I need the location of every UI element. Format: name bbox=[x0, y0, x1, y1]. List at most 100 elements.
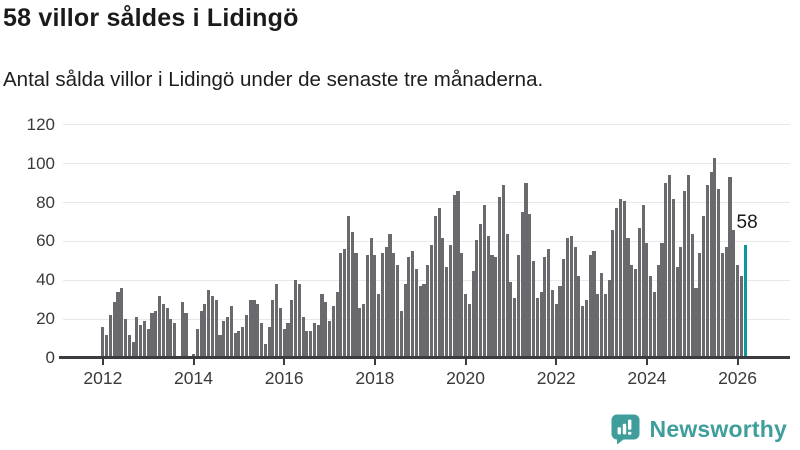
bar bbox=[592, 251, 596, 358]
bar bbox=[120, 288, 124, 358]
bar bbox=[339, 253, 343, 358]
bar bbox=[388, 233, 392, 358]
bar bbox=[622, 200, 626, 358]
bar bbox=[286, 323, 290, 358]
bar bbox=[301, 317, 305, 358]
bar bbox=[233, 332, 237, 358]
bar bbox=[736, 264, 740, 358]
bar bbox=[509, 282, 513, 358]
x-axis-label-2016: 2016 bbox=[264, 368, 304, 388]
bar bbox=[686, 175, 690, 358]
bar bbox=[293, 280, 298, 358]
bar bbox=[214, 299, 218, 358]
bar bbox=[501, 185, 505, 358]
bar bbox=[135, 317, 139, 358]
x-tick-2024 bbox=[645, 359, 648, 365]
bar bbox=[615, 208, 619, 358]
bar bbox=[275, 284, 279, 358]
y-axis-label-120: 120 bbox=[26, 114, 55, 134]
bar bbox=[637, 227, 641, 358]
bar bbox=[112, 301, 116, 358]
bar bbox=[139, 324, 143, 358]
y-axis-label-100: 100 bbox=[26, 153, 55, 173]
x-tick-2016 bbox=[283, 359, 286, 365]
bar bbox=[369, 237, 373, 358]
bar bbox=[437, 208, 441, 358]
bar bbox=[433, 216, 437, 358]
bar bbox=[108, 315, 112, 358]
bar bbox=[150, 313, 154, 358]
bar bbox=[524, 183, 528, 358]
bar bbox=[573, 247, 577, 358]
bar bbox=[505, 233, 509, 358]
bar bbox=[173, 323, 177, 358]
bar bbox=[698, 253, 702, 358]
bar bbox=[101, 326, 105, 358]
bar bbox=[471, 270, 475, 358]
bar bbox=[720, 253, 724, 358]
bar bbox=[652, 291, 656, 358]
bar bbox=[327, 321, 332, 358]
bar bbox=[584, 299, 588, 358]
bar bbox=[565, 237, 570, 358]
bar bbox=[403, 284, 407, 358]
bar bbox=[490, 255, 494, 358]
y-axis-label-80: 80 bbox=[36, 192, 55, 212]
bar bbox=[290, 299, 294, 358]
bar bbox=[441, 237, 445, 358]
bar bbox=[618, 198, 622, 358]
bar bbox=[664, 183, 668, 358]
y-axis-label-60: 60 bbox=[36, 231, 55, 251]
bar bbox=[335, 291, 339, 358]
bar bbox=[297, 284, 301, 358]
bar bbox=[630, 264, 634, 358]
bar bbox=[520, 212, 524, 358]
bar bbox=[418, 286, 422, 358]
bar bbox=[237, 330, 241, 358]
bar bbox=[377, 293, 381, 358]
bar bbox=[739, 276, 743, 358]
bar bbox=[312, 323, 316, 358]
bar bbox=[494, 257, 498, 358]
bar bbox=[259, 323, 264, 358]
bar bbox=[399, 311, 403, 358]
newsworthy-logo-icon bbox=[610, 413, 641, 445]
bar bbox=[305, 330, 309, 358]
bar bbox=[599, 272, 604, 358]
x-axis-label-2012: 2012 bbox=[83, 368, 123, 388]
bar bbox=[482, 204, 486, 358]
gridline-120 bbox=[63, 124, 790, 126]
bar bbox=[365, 255, 369, 358]
bar bbox=[547, 249, 551, 358]
bar bbox=[694, 288, 698, 358]
bar bbox=[717, 189, 721, 358]
bar bbox=[320, 293, 324, 358]
bar bbox=[373, 255, 377, 358]
y-axis-label-20: 20 bbox=[36, 309, 55, 329]
bar bbox=[641, 204, 645, 358]
bar bbox=[191, 354, 196, 358]
bar bbox=[581, 305, 585, 358]
bar bbox=[713, 158, 717, 358]
bar bbox=[422, 284, 426, 358]
y-axis-label-40: 40 bbox=[36, 270, 55, 290]
bar bbox=[154, 311, 158, 358]
bar bbox=[724, 247, 728, 358]
bar bbox=[675, 266, 679, 358]
x-tick-2018 bbox=[373, 359, 376, 365]
bar bbox=[607, 280, 611, 358]
bar bbox=[558, 286, 562, 358]
bar bbox=[645, 243, 649, 358]
newsworthy-branding-link[interactable]: Newsworthy bbox=[610, 413, 787, 445]
bar bbox=[516, 255, 520, 358]
bar bbox=[475, 239, 479, 358]
x-tick-2026 bbox=[736, 359, 739, 365]
bar bbox=[271, 299, 275, 358]
bar bbox=[361, 303, 366, 358]
bar bbox=[346, 216, 350, 358]
bar bbox=[660, 243, 664, 358]
bar bbox=[596, 293, 600, 358]
bar bbox=[324, 301, 328, 358]
